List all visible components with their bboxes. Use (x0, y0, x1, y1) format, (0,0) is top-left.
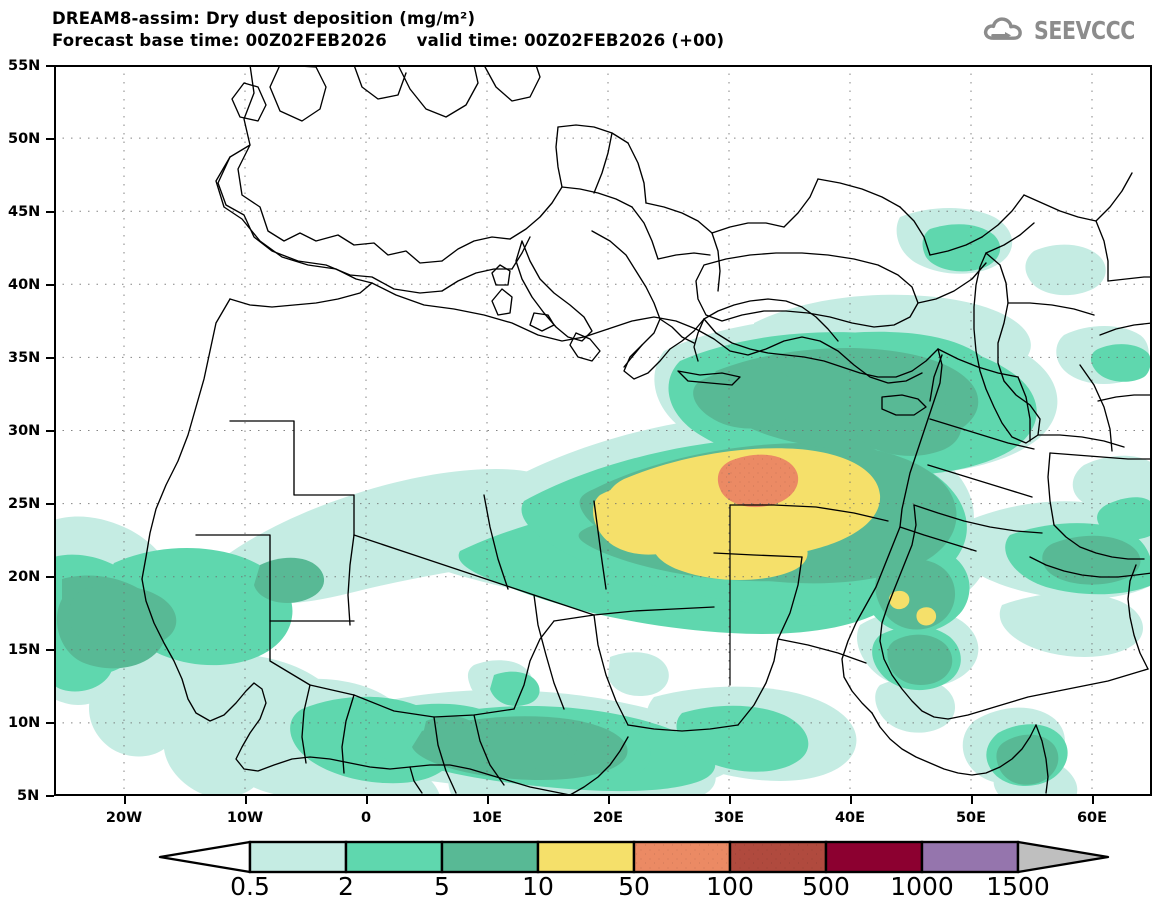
y-axis-label-40N: 40N (8, 277, 41, 293)
x-tick (124, 796, 126, 804)
dust-deposition-map (54, 65, 1152, 796)
y-tick (46, 138, 54, 140)
y-axis-label-55N: 55N (8, 58, 41, 74)
graticule-grid (54, 65, 1152, 796)
x-tick (608, 796, 610, 804)
x-axis-label-20W: 20W (105, 810, 143, 826)
y-axis-label-5N: 5N (17, 788, 40, 804)
x-axis-label-10E: 10E (471, 810, 503, 826)
x-tick (487, 796, 489, 804)
colorbar-tick-1000: 1000 (890, 872, 954, 901)
colorbar-tick-1500: 1500 (986, 872, 1050, 901)
y-tick (46, 211, 54, 213)
y-tick (46, 722, 54, 724)
y-axis-label-45N: 45N (8, 204, 41, 220)
colorbar-tick-50: 50 (618, 872, 650, 901)
y-axis-label-15N: 15N (8, 642, 41, 658)
cloud-wind-icon (983, 17, 1022, 40)
x-axis-label-20E: 20E (592, 810, 624, 826)
x-axis-label-50E: 50E (955, 810, 987, 826)
y-tick (46, 357, 54, 359)
colorbar-tick-0-5: 0.5 (230, 872, 270, 901)
x-tick (971, 796, 973, 804)
forecast-time-subtitle: Forecast base time: 00Z02FEB2026 valid t… (52, 31, 725, 50)
y-axis-label-20N: 20N (8, 569, 41, 585)
y-axis-label-50N: 50N (8, 131, 41, 147)
x-tick (245, 796, 247, 804)
logo-text: SEEVCCC (1033, 15, 1135, 45)
colorbar: 0.5 2 5 10 50 100 500 1000 1500 (0, 838, 1165, 907)
colorbar-swatches (158, 840, 1110, 874)
x-axis-label-30E: 30E (713, 810, 745, 826)
x-tick (1092, 796, 1094, 804)
colorbar-tick-5: 5 (434, 872, 450, 901)
x-axis-label-10W: 10W (226, 810, 264, 826)
y-axis-label-10N: 10N (8, 715, 41, 731)
x-axis-label-0: 0 (360, 810, 372, 826)
chart-header: DREAM8-assim: Dry dust deposition (mg/m²… (0, 0, 1165, 62)
colorbar-tick-10: 10 (522, 872, 554, 901)
x-tick (850, 796, 852, 804)
y-tick (46, 576, 54, 578)
x-axis-label-40E: 40E (834, 810, 866, 826)
colorbar-tick-500: 500 (802, 872, 850, 901)
y-axis-label-30N: 30N (8, 423, 41, 439)
map-plot-area (54, 65, 1152, 796)
y-tick (46, 430, 54, 432)
x-tick (729, 796, 731, 804)
y-axis-label-25N: 25N (8, 496, 41, 512)
y-tick (46, 284, 54, 286)
y-axis-label-35N: 35N (8, 350, 41, 366)
y-tick (46, 65, 54, 67)
x-tick (366, 796, 368, 804)
x-axis-label-60E: 60E (1076, 810, 1108, 826)
seevccc-logo: SEEVCCC (982, 10, 1157, 50)
y-tick (46, 649, 54, 651)
y-tick (46, 503, 54, 505)
colorbar-tick-2: 2 (338, 872, 354, 901)
coastlines-and-borders (141, 65, 1152, 796)
y-tick (46, 795, 54, 797)
colorbar-tick-100: 100 (706, 872, 754, 901)
page-title: DREAM8-assim: Dry dust deposition (mg/m²… (52, 9, 476, 28)
